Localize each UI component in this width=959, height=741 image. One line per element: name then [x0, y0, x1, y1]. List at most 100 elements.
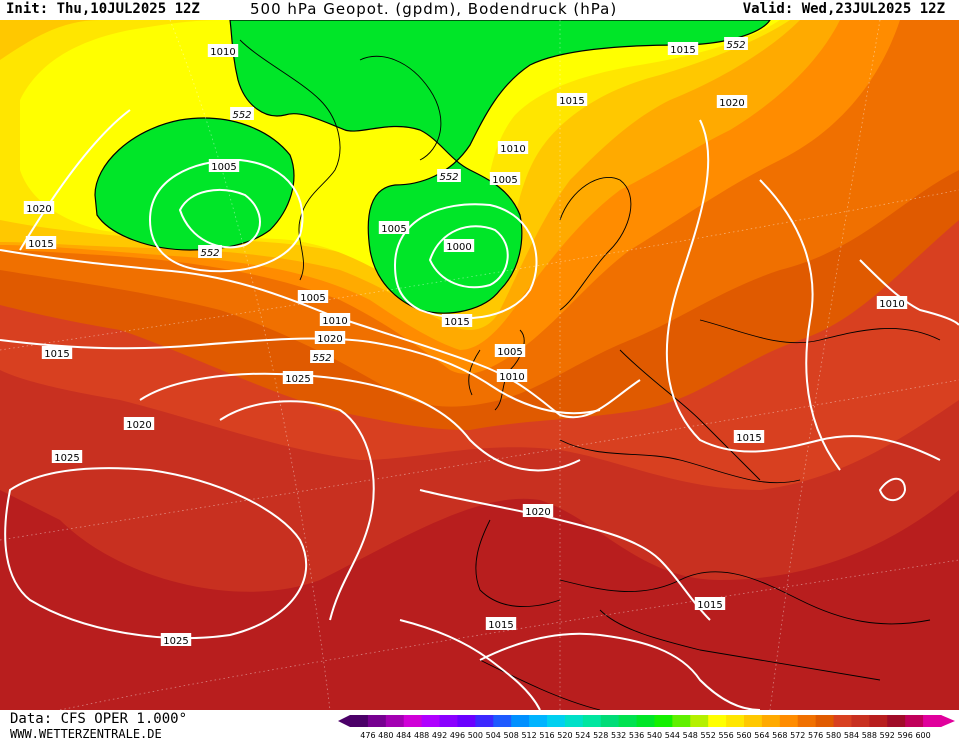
label-text: 1020: [126, 420, 151, 431]
label-text: 1015: [670, 45, 695, 56]
valid-time: Valid: Wed,23JUL2025 12Z: [742, 1, 945, 17]
legend-tick-label: 500: [468, 731, 483, 740]
legend-swatch: [439, 715, 458, 727]
isobar-label-1000-low-center: 1000: [443, 239, 475, 253]
label-background: [208, 159, 240, 172]
label-text: 1005: [381, 224, 406, 235]
label-text: 552: [439, 172, 458, 183]
legend-tick-label: 568: [772, 731, 787, 740]
legend-tick-label: 572: [790, 731, 805, 740]
label-background: [25, 236, 57, 249]
isobar-label-1020-southwest: 1020: [123, 417, 155, 431]
label-background: [378, 221, 410, 234]
legend-tick-label: 520: [557, 731, 572, 740]
label-background: [667, 42, 699, 55]
geopot-label-552-iceland: 552: [437, 169, 461, 183]
weather-map: 1010 552 1015 552 1015 1020 1005 1010 552 1005 102…: [0, 20, 959, 710]
label-text: 1005: [497, 347, 522, 358]
legend-tick-label: 600: [915, 731, 930, 740]
legend-tick-label: 508: [504, 731, 519, 740]
legend-tick-label: 532: [611, 731, 626, 740]
legend-tick-label: 524: [575, 731, 590, 740]
legend-swatch: [493, 715, 512, 727]
geopot-label-552-canada: 552: [230, 107, 254, 121]
label-text: 1015: [697, 600, 722, 611]
isobar-label-1005-ireland-low: 1005: [378, 221, 410, 235]
isobar-label-1010-north-atlantic: 1010: [497, 141, 529, 155]
legend-swatch: [582, 715, 602, 727]
legend-tick-label: 504: [486, 731, 501, 740]
data-source: Data: CFS OPER 1.000°: [10, 711, 188, 727]
label-text: 1020: [26, 204, 51, 215]
map-header: Init: Thu,10JUL2025 12Z 500 hPa Geopot. …: [0, 0, 959, 20]
label-background: [198, 245, 222, 258]
label-background: [282, 371, 314, 384]
label-background: [733, 430, 765, 443]
legend-swatch: [708, 715, 727, 727]
legend-swatch: [887, 715, 906, 727]
legend-swatch: [421, 715, 441, 727]
site-url: WWW.WETTERZENTRALE.DE: [10, 727, 162, 741]
label-text: 1010: [499, 372, 524, 383]
legend-swatch: [475, 715, 494, 727]
legend-tick-label: 588: [862, 731, 877, 740]
geopot-label-552-labrador: 552: [198, 245, 222, 259]
isobar-label-1015-morocco: 1015: [485, 617, 517, 631]
label-background: [441, 314, 473, 327]
legend-tick-label: 552: [701, 731, 716, 740]
legend-swatch: [726, 715, 745, 727]
legend-tick-label: 580: [826, 731, 841, 740]
label-background: [207, 44, 239, 57]
legend-swatch: [564, 715, 584, 727]
legend-swatch: [779, 715, 799, 727]
isobar-label-1010-east: 1010: [876, 296, 908, 310]
label-text: 552: [200, 248, 219, 259]
label-background: [41, 346, 73, 359]
isobar-label-1005-britain: 1005: [494, 344, 526, 358]
label-text: 1005: [300, 293, 325, 304]
label-background: [494, 344, 526, 357]
label-background: [230, 107, 254, 120]
color-legend: 476 480 484 488 492 496 500 504 508 512 516 520 524 5…: [338, 715, 955, 740]
label-background: [556, 93, 588, 106]
legend-arrow-left: [338, 715, 350, 727]
legend-tick-label: 476: [360, 731, 375, 740]
label-text: 1005: [492, 175, 517, 186]
legend-tick-label: 596: [898, 731, 913, 740]
label-text: 1015: [28, 239, 53, 250]
legend-tick-label: 516: [539, 731, 554, 740]
legend-tick-label: 560: [736, 731, 751, 740]
isobar-label-1025-azores-north: 1025: [282, 371, 314, 385]
legend-swatch: [690, 715, 709, 727]
label-text: 1025: [54, 453, 79, 464]
legend-swatch: [744, 715, 763, 727]
isobar-label-1010-atlantic: 1010: [319, 313, 351, 327]
isobar-label-1005-baffin: 1005: [208, 159, 240, 173]
legend-tick-label: 496: [450, 731, 465, 740]
legend-tick-label: 484: [396, 731, 411, 740]
legend-tick-label: 544: [665, 731, 680, 740]
isobar-label-1020-russia: 1020: [716, 95, 748, 109]
label-background: [443, 239, 475, 252]
label-background: [694, 597, 726, 610]
isobar-label-1015-atlantic-mid: 1015: [441, 314, 473, 328]
legend-swatch: [815, 715, 835, 727]
label-background: [314, 331, 346, 344]
isobar-label-1015-west: 1015: [25, 236, 57, 250]
label-text: 1015: [444, 317, 469, 328]
isobar-label-1015-mediterranean: 1015: [694, 597, 726, 611]
isobar-label-1010-britain: 1010: [496, 369, 528, 383]
legend-swatch: [851, 715, 870, 727]
legend-tick-label: 584: [844, 731, 859, 740]
label-text: 1020: [525, 507, 550, 518]
label-text: 1005: [211, 162, 236, 173]
label-background: [876, 296, 908, 309]
legend-swatch: [636, 715, 655, 727]
isobar-label-1020-west: 1020: [23, 201, 55, 215]
legend-arrow-right: [941, 715, 955, 727]
legend-tick-label: 512: [521, 731, 536, 740]
label-background: [724, 37, 748, 50]
geopot-label-552-scotland: 552: [310, 350, 334, 364]
label-text: 1000: [446, 242, 471, 253]
legend-swatch: [367, 715, 387, 727]
